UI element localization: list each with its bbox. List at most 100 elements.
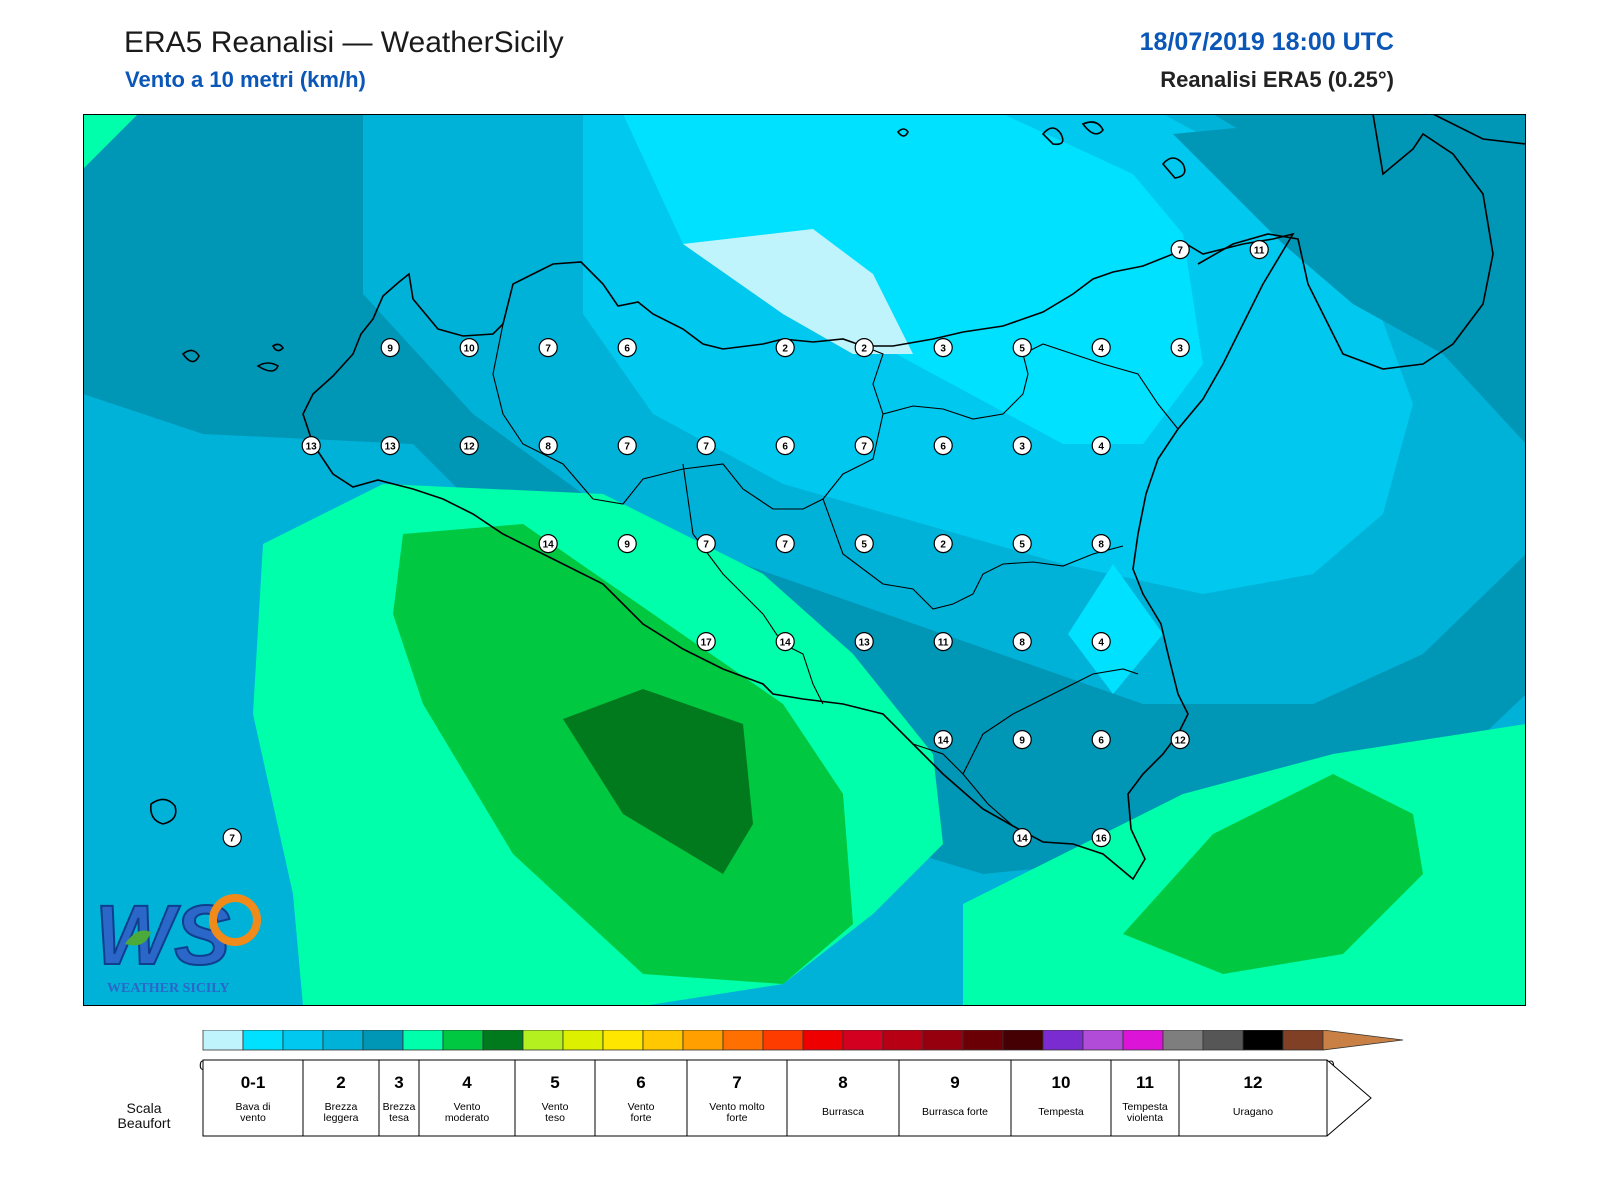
station-wind-value: 7 (624, 442, 630, 453)
aeolian-island-2 (1161, 157, 1186, 179)
station-marker-circle (538, 338, 558, 358)
station-wind-value: 13 (306, 442, 318, 453)
station-marker-circle (538, 436, 558, 456)
station-marker-circle (696, 436, 716, 456)
station-marker: 14 (538, 534, 558, 554)
station-marker-circle (933, 338, 953, 358)
station-marker-circle (933, 534, 953, 554)
wind-band-25-30 (563, 689, 753, 874)
map-legend: 0257101520253035404550556065707580859095… (118, 1030, 1404, 1137)
beaufort-box-frame (594, 1059, 688, 1137)
station-marker-circle (696, 534, 716, 554)
logo-text: WEATHER SICILY (107, 981, 230, 996)
station-marker: 4 (1091, 436, 1111, 456)
beaufort-box-frame (786, 1059, 900, 1137)
station-marker-circle (1091, 436, 1111, 456)
station-marker-circle (854, 338, 874, 358)
beaufort-name: Brezza tesa (383, 1101, 416, 1124)
station-wind-value: 9 (1019, 736, 1025, 747)
colorbar-swatch (1082, 1030, 1124, 1051)
station-marker-circle (854, 631, 874, 652)
station-wind-value: 14 (780, 638, 792, 649)
station-marker-circle (617, 534, 637, 554)
station-marker: 14 (775, 631, 795, 652)
beaufort-label-line-2: Beaufort (118, 1115, 171, 1131)
station-marker: 14 (933, 729, 953, 750)
station-marker: 6 (1091, 729, 1111, 750)
station-marker: 12 (459, 436, 479, 456)
beaufort-box: 2 Brezza leggera (302, 1059, 380, 1137)
station-marker-circle (617, 436, 637, 456)
station-marker: 7 (854, 436, 874, 456)
beaufort-name: Tempesta (1038, 1106, 1084, 1118)
beaufort-number: 9 (950, 1073, 959, 1092)
wind-band-0-2-pocket (1068, 564, 1163, 694)
station-marker-circle (1012, 436, 1032, 456)
station-marker: 6 (617, 338, 637, 358)
beaufort-box-frame (302, 1059, 380, 1137)
station-wind-value: 7 (1177, 246, 1183, 257)
station-wind-value: 7 (782, 540, 788, 551)
station-marker: 8 (538, 436, 558, 456)
beaufort-box-frame (514, 1059, 596, 1137)
colorbar-swatch (882, 1030, 924, 1051)
station-wind-value: 7 (703, 442, 709, 453)
beaufort-name: Brezza leggera (323, 1101, 358, 1124)
station-wind-value: 7 (229, 834, 235, 845)
station-marker: 5 (854, 534, 874, 554)
station-marker: 17 (696, 631, 716, 652)
beaufort-box-frame (1110, 1059, 1180, 1137)
station-marker: 7 (696, 534, 716, 554)
station-wind-value: 7 (545, 344, 551, 355)
station-wind-value: 12 (1175, 736, 1187, 747)
station-marker-circle (1091, 827, 1111, 848)
station-marker: 4 (1091, 338, 1111, 358)
station-marker-circle (1170, 338, 1190, 358)
colorbar-swatch (442, 1030, 484, 1051)
colorbar-swatch (482, 1030, 524, 1051)
valid-datetime: 18/07/2019 18:00 UTC (1139, 28, 1394, 56)
aeolian-island-4 (896, 128, 909, 137)
station-marker-circle (1012, 534, 1032, 554)
station-wind-value: 17 (701, 638, 713, 649)
station-wind-value: 11 (1254, 246, 1265, 257)
wind-band-0-2 (623, 114, 1203, 444)
station-wind-value: 3 (940, 344, 946, 355)
beaufort-label-line-1: Scala (126, 1100, 161, 1116)
station-marker: 4 (1091, 631, 1111, 652)
station-marker-circle (933, 436, 953, 456)
beaufort-box: 0-1 Bava di vento (202, 1059, 304, 1137)
station-marker: 8 (1012, 631, 1032, 652)
logo-leaf-icon (125, 930, 151, 946)
station-wind-value: 7 (703, 540, 709, 551)
station-wind-value: 4 (1098, 638, 1104, 649)
beaufort-number: 12 (1244, 1073, 1263, 1092)
station-marker-circle (1091, 729, 1111, 750)
sicily-coast (302, 232, 1295, 881)
colorbar-swatch (762, 1030, 804, 1051)
station-wind-value: 2 (940, 540, 946, 551)
beaufort-scale: 0-1 Bava di vento 2 Brezza leggera 3 Brezza tesa… (202, 1059, 1372, 1137)
station-wind-value: 8 (1019, 638, 1025, 649)
logo-sun-icon (209, 894, 261, 946)
station-marker: 11 (933, 631, 953, 652)
aeolian-island-3 (1081, 121, 1104, 135)
station-wind-value: 13 (385, 442, 397, 453)
beaufort-box: 4 Vento moderato (418, 1059, 516, 1137)
ustica-island (181, 349, 200, 363)
calabria-coast (1197, 114, 1526, 370)
logo-mark: WS (95, 888, 230, 982)
station-marker: 13 (854, 631, 874, 652)
station-marker: 7 (538, 338, 558, 358)
station-marker: 7 (1170, 240, 1190, 260)
station-marker: 13 (380, 436, 400, 456)
province-borders (492, 323, 1179, 827)
station-wind-value: 4 (1098, 344, 1104, 355)
beaufort-box-frame (1010, 1059, 1112, 1137)
beaufort-box-frame (202, 1059, 304, 1137)
coastlines (149, 114, 1526, 881)
station-wind-value: 2 (782, 344, 788, 355)
data-source: Reanalisi ERA5 (0.25°) (1160, 67, 1394, 92)
beaufort-name: Uragano (1233, 1106, 1273, 1118)
station-marker: 9 (617, 534, 637, 554)
